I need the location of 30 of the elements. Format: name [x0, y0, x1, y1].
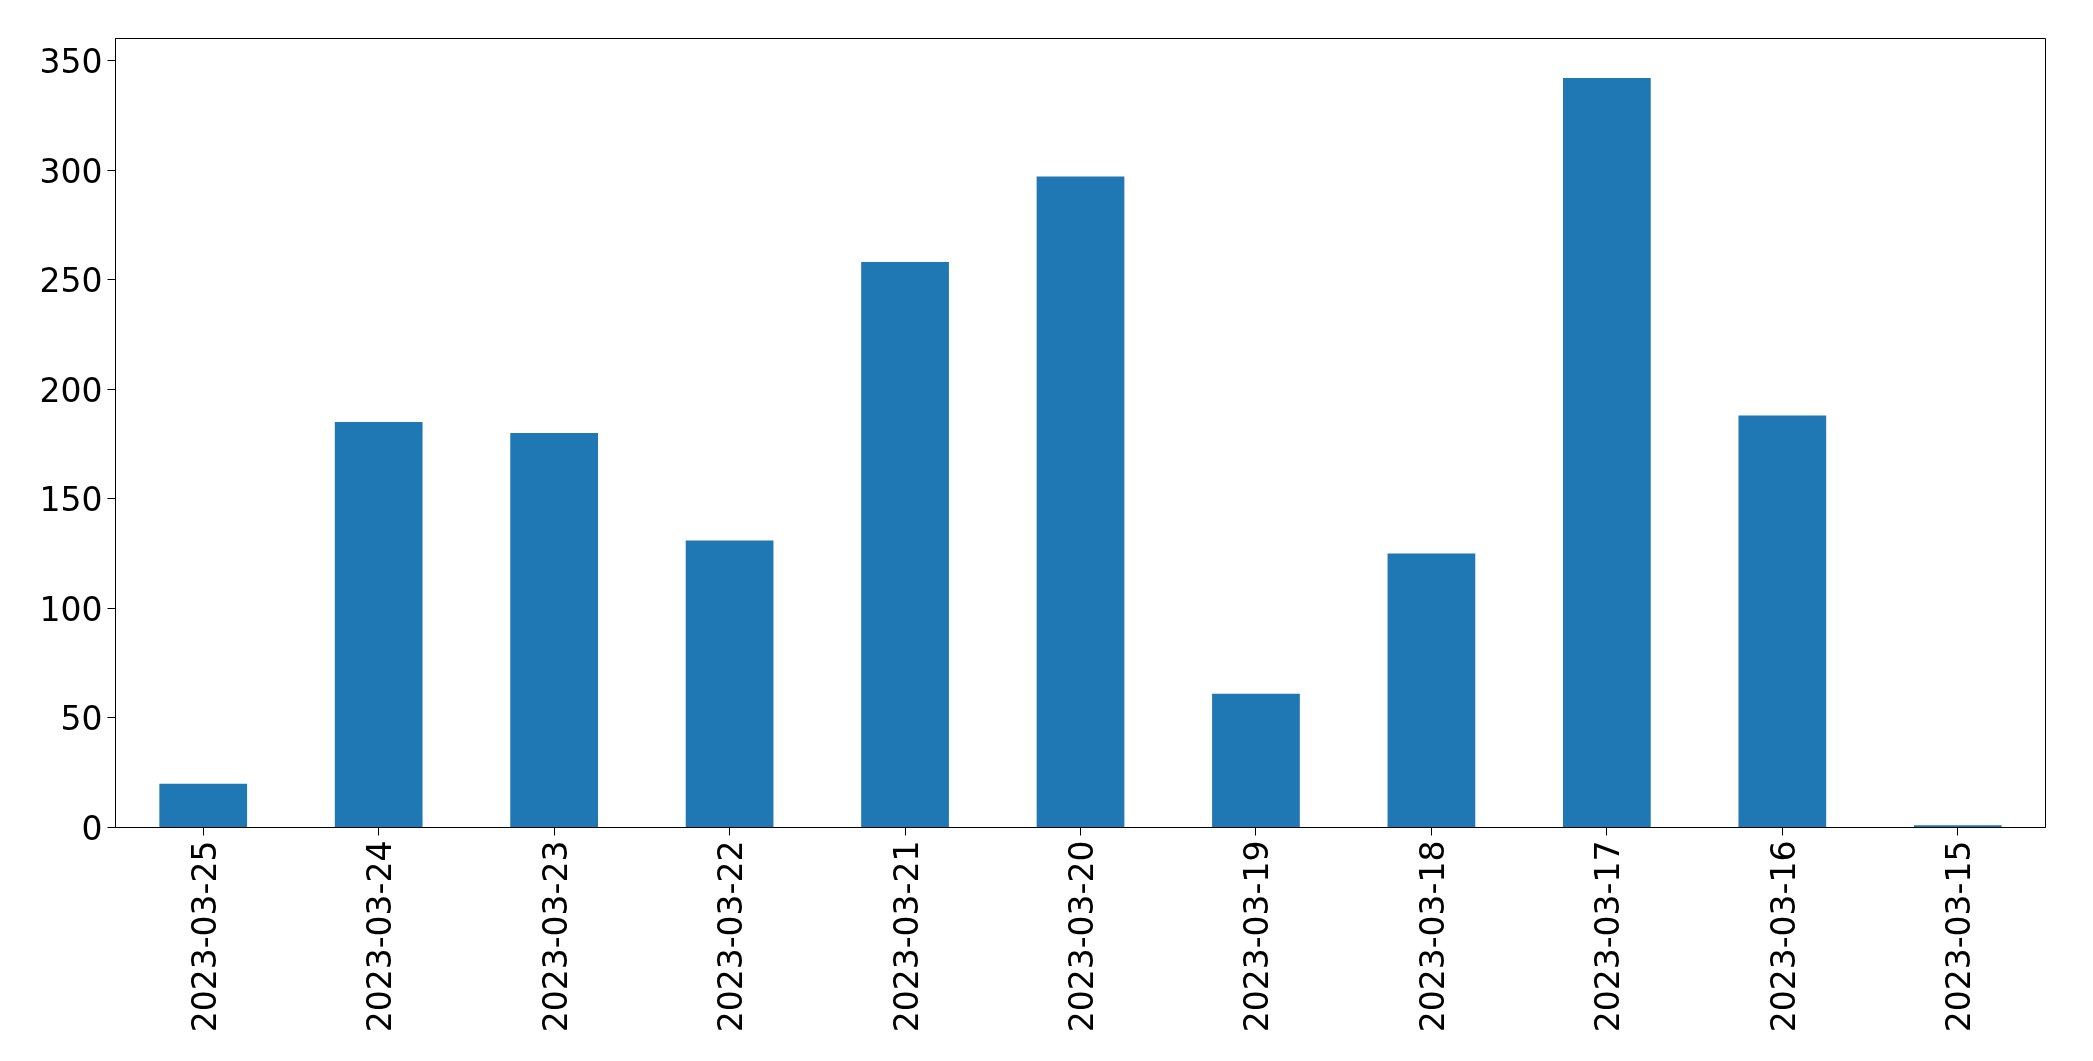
y-tick-label: 0 [81, 809, 103, 848]
bar [1387, 553, 1476, 828]
x-tick-label: 2023-03-15 [1939, 840, 1979, 1033]
x-tick-label: 2023-03-24 [360, 840, 400, 1033]
y-tick-label: 300 [39, 151, 103, 191]
x-tick-label: 2023-03-23 [535, 840, 575, 1033]
bar [159, 783, 248, 828]
y-tick-label: 50 [60, 699, 103, 739]
y-tick-label: 350 [39, 41, 103, 81]
bar [685, 540, 774, 828]
x-tick-label: 2023-03-22 [711, 840, 751, 1033]
y-tick-label: 150 [39, 480, 103, 520]
x-tick-label: 2023-03-20 [1062, 840, 1101, 1033]
x-tick-label: 2023-03-18 [1412, 840, 1452, 1033]
x-tick-label: 2023-03-21 [886, 840, 926, 1033]
x-tick-label: 2023-03-17 [1588, 840, 1628, 1033]
y-tick-label: 200 [39, 370, 103, 410]
x-tick-label: 2023-03-19 [1237, 840, 1277, 1033]
bar [1913, 825, 2002, 828]
x-tick-label: 2023-03-25 [184, 840, 224, 1033]
bar [1212, 693, 1300, 828]
bar [1563, 77, 1651, 828]
y-tick-label: 250 [39, 261, 103, 301]
bar [334, 422, 423, 828]
bar [861, 262, 949, 828]
bar [1738, 415, 1827, 828]
bar [510, 433, 598, 828]
bar [1036, 176, 1125, 828]
y-tick-label: 100 [39, 589, 103, 629]
x-tick-label: 2023-03-16 [1763, 840, 1803, 1033]
